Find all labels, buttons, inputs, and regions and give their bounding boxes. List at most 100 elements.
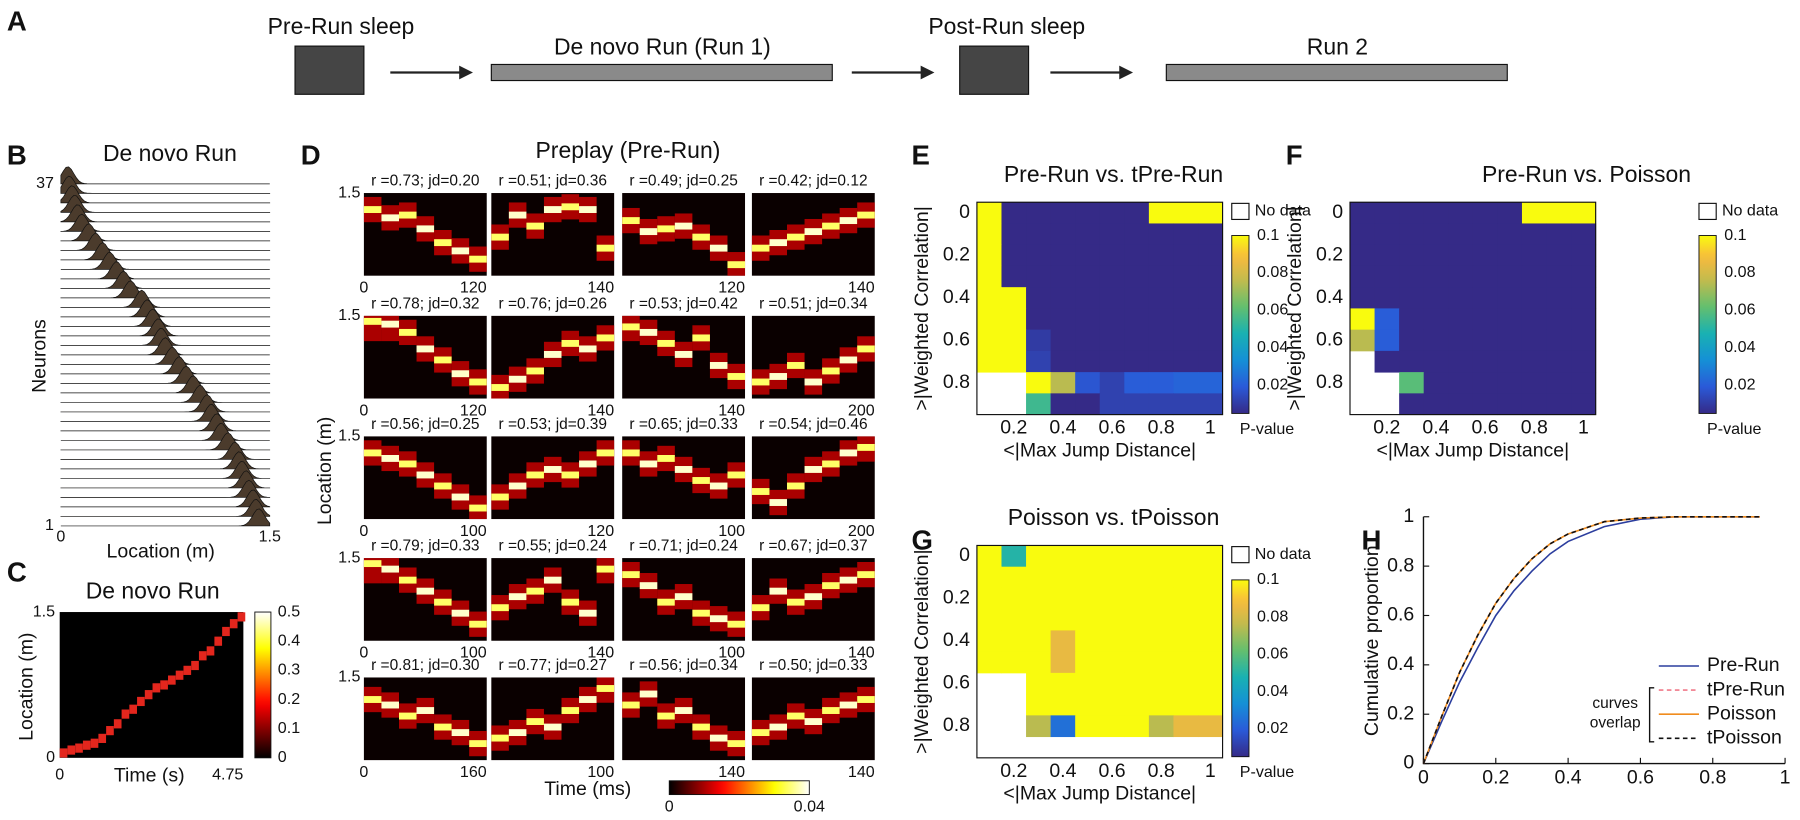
- pvalue-cell: [1124, 393, 1150, 416]
- tuning-curve: [60, 252, 270, 270]
- pvalue-cell: [1124, 202, 1150, 224]
- decoded-bin: [692, 477, 710, 484]
- colorbar-tick-label: 0.2: [278, 690, 300, 708]
- step-label: De novo Run (Run 1): [554, 33, 771, 59]
- pvalue-cell: [1497, 265, 1523, 288]
- pvalue-cell: [1099, 587, 1125, 610]
- pvalue-cell: [1472, 244, 1498, 267]
- decoded-bin: [416, 471, 435, 479]
- pvalue-cell: [1571, 393, 1597, 416]
- colorbar: [1231, 579, 1250, 758]
- pvalue-cell: [1521, 393, 1547, 416]
- tuning-curve: [60, 508, 271, 527]
- y-tick-label: 0: [959, 201, 970, 223]
- decoded-bin: [491, 604, 509, 612]
- decoded-bin: [596, 565, 615, 573]
- pvalue-cell: [1075, 265, 1101, 288]
- decoded-bin: [491, 384, 509, 391]
- decoded-bin: [692, 334, 710, 342]
- pvalue-cell: [1472, 287, 1498, 309]
- decoded-bin: [191, 660, 199, 671]
- tuning-curve: [60, 175, 271, 194]
- pvalue-cell: [1173, 244, 1199, 267]
- pvalue-cell: [1472, 329, 1498, 352]
- x-tick-label: 120: [460, 279, 487, 297]
- decoded-bin: [692, 233, 710, 241]
- decoded-bin: [769, 499, 788, 506]
- decoded-bin: [622, 323, 640, 331]
- decoded-bin: [144, 690, 153, 700]
- chart-title: De novo Run: [103, 140, 237, 166]
- decoded-bin: [508, 593, 527, 601]
- pvalue-cell: [1001, 630, 1027, 653]
- decoded-bin: [822, 222, 840, 230]
- pvalue-cell: [1571, 308, 1597, 331]
- pvalue-cell: [1399, 265, 1425, 288]
- pvalue-cell: [976, 545, 1002, 568]
- decoded-bin: [381, 455, 399, 462]
- decoded-bin: [491, 734, 509, 742]
- panel-label: G: [911, 524, 932, 555]
- pvalue-cell: [1075, 651, 1101, 674]
- pvalue-cell: [1350, 287, 1376, 309]
- colorbar-tick-label: 0.1: [1724, 226, 1746, 244]
- pvalue-cell: [976, 223, 1002, 246]
- decoded-bin: [381, 320, 399, 328]
- tuning-curve: [60, 194, 271, 213]
- nodata-box: [1231, 202, 1250, 221]
- decoded-bin: [106, 726, 114, 736]
- pvalue-cell: [1050, 393, 1076, 416]
- decoded-bin: [787, 598, 805, 606]
- nodata-box: [1698, 202, 1717, 221]
- pvalue-cell: [1148, 265, 1174, 288]
- pvalue-cell: [1099, 609, 1125, 631]
- decoded-bin: [692, 723, 710, 731]
- decoded-bin: [491, 493, 509, 501]
- pvalue-cell: [1399, 244, 1425, 267]
- step-label: Pre-Run sleep: [268, 13, 415, 39]
- panel-label: H: [1361, 524, 1381, 555]
- pvalue-cell: [1001, 202, 1027, 224]
- tuning-curve: [60, 204, 271, 223]
- pvalue-cell: [1423, 308, 1449, 331]
- panel-annotation: r =0.78; jd=0.32: [371, 295, 479, 312]
- x-tick-label: 120: [718, 279, 745, 297]
- pvalue-cell: [1075, 287, 1101, 309]
- decoded-bin: [674, 707, 693, 714]
- pvalue-cell: [1173, 630, 1199, 653]
- pvalue-cell: [1350, 329, 1376, 352]
- decoded-bin: [152, 683, 161, 693]
- pvalue-cell: [1148, 587, 1174, 610]
- decoded-bin: [198, 651, 207, 661]
- decoded-bin: [822, 582, 840, 590]
- pvalue-cell: [1001, 308, 1027, 331]
- pvalue-cell: [1026, 329, 1052, 352]
- pvalue-cell: [1173, 587, 1199, 610]
- decoded-bin: [526, 471, 544, 479]
- pvalue-cell: [1198, 630, 1224, 653]
- decoded-bin: [622, 701, 640, 709]
- pvalue-cell: [1026, 715, 1052, 738]
- tuning-curve: [60, 461, 271, 479]
- decoded-bin: [751, 604, 770, 612]
- decoded-bin: [674, 350, 693, 358]
- pvalue-cell: [1075, 630, 1101, 653]
- pvalue-cell: [1124, 308, 1150, 331]
- decoded-glow: [381, 315, 399, 342]
- x-tick-label: 0.4: [1049, 760, 1076, 782]
- pvalue-cell: [976, 287, 1002, 309]
- colorbar-tick-label: 0.5: [278, 602, 300, 620]
- decoded-bin: [709, 615, 728, 623]
- pvalue-cell: [1050, 265, 1076, 288]
- pvalue-cell: [1050, 287, 1076, 309]
- decoded-bin: [363, 560, 382, 568]
- pvalue-cell: [1001, 265, 1027, 288]
- pvalue-cell: [976, 587, 1002, 610]
- decoded-bin: [434, 723, 452, 731]
- x-tick-label: 0: [55, 765, 64, 783]
- pvalue-cell: [1124, 350, 1150, 373]
- decoded-bin: [579, 460, 597, 468]
- decoded-bin: [639, 328, 658, 336]
- pvalue-cell: [1472, 265, 1498, 288]
- decoded-bin: [839, 217, 858, 225]
